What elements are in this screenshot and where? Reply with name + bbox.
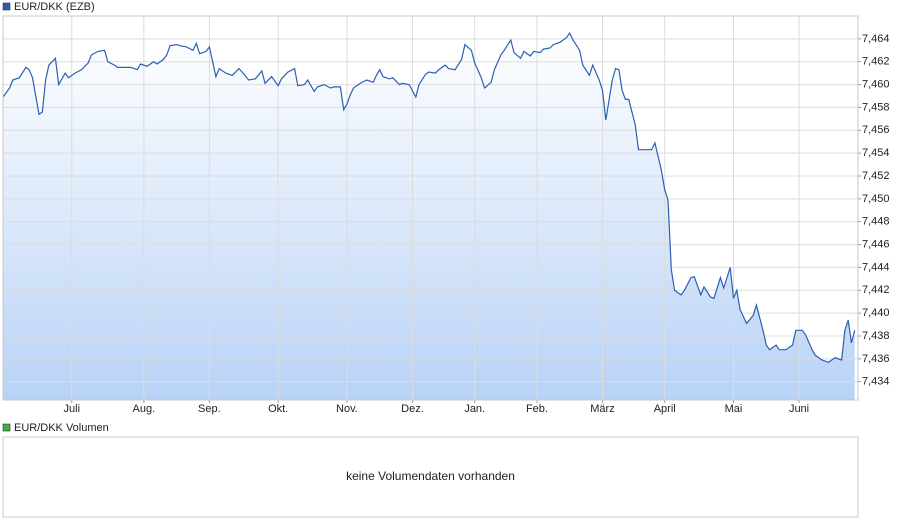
legend-swatch xyxy=(2,423,11,432)
y-tick-label: 7,438 xyxy=(862,330,890,342)
legend-label: EUR/DKK Volumen xyxy=(14,422,109,434)
y-tick-label: 7,442 xyxy=(862,284,890,296)
x-tick-label: Juni xyxy=(789,403,809,415)
y-tick-label: 7,440 xyxy=(862,307,890,319)
legend-swatch xyxy=(2,2,11,11)
x-tick-label: Aug. xyxy=(133,403,156,415)
legend-label: EUR/DKK (EZB) xyxy=(14,1,95,13)
empty-note: keine Volumendaten vorhanden xyxy=(346,469,515,483)
y-tick-label: 7,448 xyxy=(862,216,890,228)
x-tick-label: Sep. xyxy=(198,403,221,415)
y-tick-label: 7,464 xyxy=(862,33,890,45)
area-fill xyxy=(3,33,855,400)
x-tick-label: Dez. xyxy=(401,403,424,415)
y-tick-label: 7,444 xyxy=(862,261,890,273)
price-line xyxy=(2,31,856,363)
y-tick-label: 7,436 xyxy=(862,353,890,365)
x-tick-label: Jan. xyxy=(464,403,485,415)
y-tick-label: 7,458 xyxy=(862,101,890,113)
y-tick-label: 7,456 xyxy=(862,124,890,136)
y-tick-label: 7,446 xyxy=(862,238,890,250)
y-tick-label: 7,462 xyxy=(862,56,890,68)
plot-border xyxy=(2,15,859,401)
plot-frame xyxy=(2,436,859,518)
x-tick-label: Feb. xyxy=(526,403,548,415)
y-tick-label: 7,434 xyxy=(862,376,890,388)
x-tick-label: März xyxy=(590,403,614,415)
x-tick-label: April xyxy=(654,403,676,415)
x-tick-label: Okt. xyxy=(268,403,288,415)
y-tick-label: 7,452 xyxy=(862,170,890,182)
y-tick-label: 7,460 xyxy=(862,78,890,90)
x-tick-label: Mai xyxy=(725,403,743,415)
y-tick-label: 7,454 xyxy=(862,147,890,159)
y-tick-label: 7,450 xyxy=(862,193,890,205)
x-tick-label: Nov. xyxy=(336,403,358,415)
x-tick-label: Juli xyxy=(64,403,81,415)
